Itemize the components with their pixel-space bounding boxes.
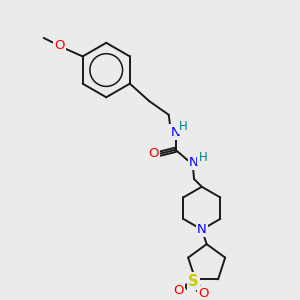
Text: O: O <box>54 39 64 52</box>
Text: O: O <box>173 284 184 297</box>
Text: H: H <box>198 151 207 164</box>
Text: H: H <box>179 120 188 133</box>
Text: S: S <box>188 274 199 289</box>
Text: N: N <box>171 126 180 139</box>
Text: O: O <box>199 287 209 300</box>
Text: N: N <box>189 156 199 169</box>
Text: N: N <box>197 223 207 236</box>
Text: O: O <box>148 147 158 160</box>
